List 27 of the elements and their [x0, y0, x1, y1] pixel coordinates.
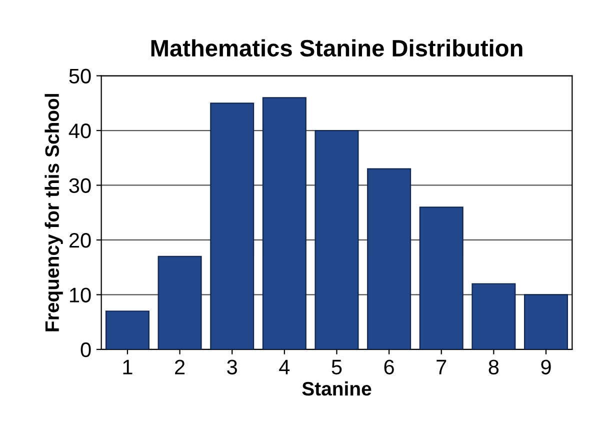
x-tick-label: 1	[123, 360, 132, 374]
x-tick-label: 5	[332, 360, 342, 374]
bar	[105, 310, 150, 350]
y-axis-title: Frequency for this School	[44, 94, 63, 332]
bar	[367, 168, 412, 350]
x-axis-title: Stanine	[302, 381, 372, 396]
x-tick-label: 6	[384, 360, 394, 374]
y-tick-label: 50	[69, 68, 91, 84]
bar	[210, 102, 254, 350]
x-tick-label: 7	[436, 360, 446, 374]
bar	[158, 256, 202, 350]
x-tick-label: 8	[488, 360, 499, 374]
bar	[524, 294, 568, 350]
x-tick-label: 4	[279, 360, 290, 374]
bar	[472, 283, 516, 350]
x-tick-label: 3	[227, 360, 237, 374]
y-tick-label: 0	[80, 342, 91, 358]
y-tick-label: 30	[69, 178, 91, 193]
y-tick-label: 40	[68, 124, 91, 138]
bar	[262, 97, 306, 350]
bar	[419, 206, 464, 350]
bar	[314, 130, 359, 350]
chart-title: Mathematics Stanine Distribution	[151, 39, 522, 57]
y-tick-label: 10	[70, 288, 91, 302]
x-tick-label: 2	[175, 360, 185, 374]
x-tick-label: 9	[541, 360, 551, 374]
y-tick-label: 20	[69, 232, 91, 248]
